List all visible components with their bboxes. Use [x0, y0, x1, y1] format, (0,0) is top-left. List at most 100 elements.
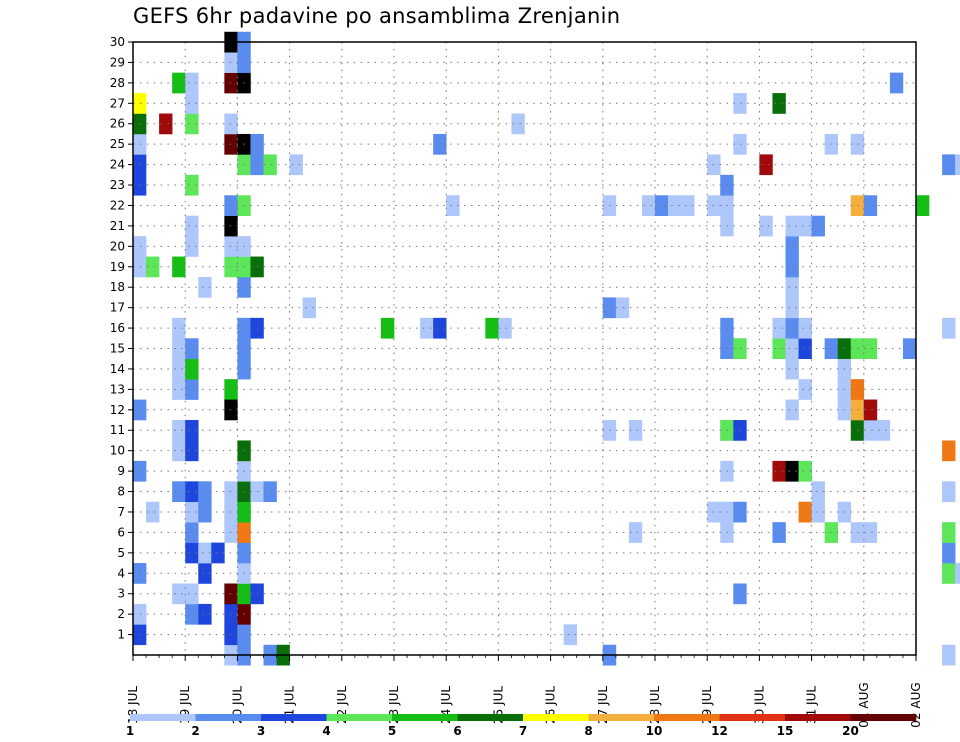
heatmap-cell — [250, 481, 264, 503]
heatmap-cell — [198, 563, 212, 584]
heatmap-cell — [785, 399, 799, 421]
heatmap-cell — [733, 93, 747, 114]
y-tick-label: 8 — [117, 485, 125, 499]
heatmap-cell — [133, 399, 147, 421]
y-tick-label: 27 — [110, 96, 125, 110]
heatmap-cell — [850, 522, 865, 543]
heatmap-cell — [211, 542, 225, 564]
heatmap-cell — [785, 358, 799, 380]
heatmap-cell — [172, 317, 186, 339]
legend-label: 5 — [388, 724, 396, 738]
heatmap-cell — [759, 215, 773, 237]
legend-label: 12 — [711, 724, 728, 738]
heatmap-cell — [850, 379, 865, 400]
heatmap-cell — [172, 440, 186, 462]
heatmap-cell — [263, 154, 277, 176]
legend-swatch — [457, 714, 524, 721]
heatmap-cell — [133, 113, 147, 135]
heatmap-cell — [198, 542, 212, 564]
y-tick-label: 15 — [110, 342, 125, 356]
heatmap-cell — [146, 501, 160, 523]
legend-swatch — [654, 714, 720, 721]
heatmap-cell — [785, 297, 799, 319]
legend-swatch — [523, 714, 589, 721]
heatmap-cell — [263, 481, 277, 503]
heatmap-cell — [185, 113, 199, 135]
heatmap-cell — [772, 522, 786, 543]
legend-label: 20 — [842, 724, 859, 738]
heatmap-cell — [172, 481, 186, 503]
heatmap-cell — [185, 174, 199, 196]
legend-label: 4 — [322, 724, 330, 738]
y-tick-label: 25 — [110, 137, 125, 151]
heatmap-cell — [446, 195, 460, 216]
heatmap-cell — [185, 72, 199, 94]
y-tick-label: 30 — [110, 35, 125, 49]
heatmap-cell — [185, 542, 199, 564]
heatmap-cell — [955, 563, 960, 584]
heatmap-cell — [185, 420, 199, 441]
heatmap-cell — [133, 93, 147, 114]
heatmap-cell — [655, 195, 669, 216]
heatmap-cell — [733, 133, 747, 155]
heatmap-cell — [185, 93, 199, 114]
heatmap-cell — [250, 256, 264, 278]
y-tick-label: 18 — [110, 280, 125, 294]
heatmap-cell — [798, 338, 812, 360]
legend-label: 8 — [584, 724, 592, 738]
y-tick-label: 3 — [117, 587, 125, 601]
heatmap-cell — [863, 420, 878, 441]
legend-label: 10 — [646, 724, 663, 738]
heatmap-cell — [785, 215, 799, 237]
y-tick-label: 4 — [117, 566, 125, 580]
heatmap-cell — [772, 338, 786, 360]
heatmap-cell — [380, 317, 395, 339]
y-tick-label: 1 — [117, 628, 125, 642]
heatmap-cell — [681, 195, 695, 216]
heatmap-cell — [850, 195, 865, 216]
heatmap-cell — [433, 133, 447, 155]
heatmap-cell — [250, 317, 264, 339]
heatmap-cell — [172, 72, 186, 94]
grid-layer — [133, 42, 916, 655]
heatmap-cell — [942, 542, 956, 564]
heatmap-cell — [733, 501, 747, 523]
heatmap-cell — [798, 379, 812, 400]
heatmap-cell — [942, 481, 956, 503]
heatmap-cell — [916, 195, 930, 216]
y-tick-label: 29 — [110, 55, 125, 69]
heatmap-cell — [942, 563, 956, 584]
y-tick-label: 6 — [117, 525, 125, 539]
heatmap-cell — [668, 195, 682, 216]
heatmap-cell — [811, 501, 825, 523]
heatmap-cell — [563, 624, 577, 646]
y-tick-label: 14 — [110, 362, 125, 376]
heatmap-cell — [172, 338, 186, 360]
heatmap-cell — [159, 113, 173, 135]
heatmap-cell — [198, 501, 212, 523]
heatmap-cell — [302, 297, 316, 319]
heatmap-cell — [785, 338, 799, 360]
heatmap-cell — [133, 256, 147, 278]
y-tick-label: 22 — [110, 198, 125, 212]
heatmap-cell — [172, 583, 186, 605]
heatmap-cell — [185, 338, 199, 360]
heatmap-cell — [511, 113, 525, 135]
heatmap-cell — [733, 583, 747, 605]
y-tick-label: 9 — [117, 464, 125, 478]
heatmap-cell — [250, 583, 264, 605]
heatmap-cell — [733, 420, 747, 441]
heatmap-cell — [902, 338, 917, 360]
heatmap-cell — [133, 563, 147, 584]
heatmap-cell — [785, 256, 799, 278]
heatmap-cell — [615, 297, 630, 319]
heatmap-cell — [146, 256, 160, 278]
legend-label: 3 — [257, 724, 265, 738]
heatmap-cell — [889, 72, 904, 94]
heatmap-cell — [798, 215, 812, 237]
heatmap-cell — [863, 522, 878, 543]
y-tick-label: 21 — [110, 219, 125, 233]
heatmap-cell — [185, 440, 199, 462]
y-tick-label: 7 — [117, 505, 125, 519]
